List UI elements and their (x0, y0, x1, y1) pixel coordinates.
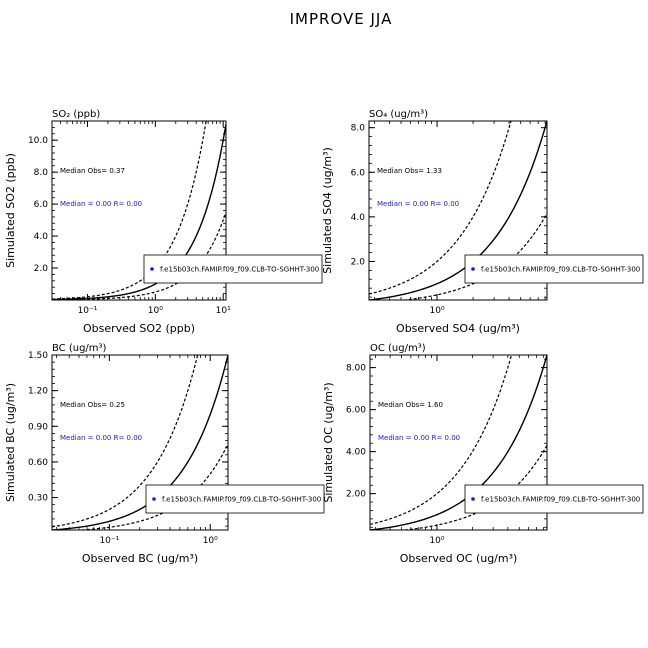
y-tick-label: 0.60 (28, 458, 48, 468)
one-to-one-line (52, 355, 228, 530)
median-obs-text: Median Obs= 1.33 (377, 167, 442, 175)
legend-marker (150, 267, 154, 271)
y-tick-label: 4.0 (34, 232, 49, 242)
y-tick-label: 6.00 (346, 406, 366, 416)
y-tick-label: 4.00 (346, 448, 366, 458)
legend: f.e15b03ch.FAMIP.f09_f09.CLB-TO-SGHHT-30… (143, 254, 323, 284)
y-tick-label: 2.0 (34, 264, 49, 274)
factor-2-line (369, 121, 512, 295)
legend-label: f.e15b03ch.FAMIP.f09_f09.CLB-TO-SGHHT-30… (162, 496, 321, 504)
y-tick-label: 1.50 (28, 351, 48, 361)
legend-box (464, 484, 644, 514)
one-to-one-line (370, 355, 547, 530)
panel-title: SO₄ (ug/m³) (369, 109, 428, 120)
x-axis-label: Observed SO2 (ppb) (83, 322, 195, 335)
panel-title: SO₂ (ppb) (52, 109, 100, 120)
panel-3: 10⁻¹ 10⁰ 0.30 0.60 0.90 1.20 1.50 BC (ug/m³) Obs… (4, 343, 325, 565)
legend-marker (152, 497, 156, 501)
x-axis-label: Observed OC (ug/m³) (400, 552, 518, 565)
median-obs-text: Median Obs= 1.60 (378, 401, 443, 409)
x-tick-label: 10⁻¹ (78, 306, 98, 316)
y-tick-label: 2.0 (351, 257, 366, 267)
factor-0.5-line (399, 213, 547, 300)
y-tick-label: 0.90 (28, 422, 48, 432)
reference-lines (370, 355, 547, 530)
x-axis-label: Observed SO4 (ug/m³) (396, 322, 520, 335)
y-axis-label: Simulated OC (ug/m³) (322, 382, 335, 502)
legend-marker (471, 267, 475, 271)
legend: f.e15b03ch.FAMIP.f09_f09.CLB-TO-SGHHT-30… (464, 484, 644, 514)
panel-1: 10⁻¹ 10⁰ 10¹ 2.0 4.0 6.0 8.0 10.0 SO₂ (ppb) Obser… (4, 109, 323, 335)
y-tick-label: 2.00 (346, 490, 366, 500)
legend-box (143, 254, 323, 284)
y-axis-label: Simulated BC (ug/m³) (4, 383, 17, 502)
y-tick-label: 8.00 (346, 364, 366, 374)
reference-lines (369, 121, 547, 300)
legend-box (145, 484, 325, 514)
legend: f.e15b03ch.FAMIP.f09_f09.CLB-TO-SGHHT-30… (145, 484, 325, 514)
median-sim-text: Median = 0.00 R= 0.00 (377, 200, 459, 208)
y-tick-label: 8.0 (351, 124, 366, 134)
median-obs-text: Median Obs= 0.25 (60, 401, 125, 409)
factor-2-line (370, 355, 513, 525)
factor-2-line (52, 121, 207, 300)
x-tick-label: 10⁰ (429, 536, 444, 546)
y-tick-label: 6.0 (351, 168, 366, 178)
legend-label: f.e15b03ch.FAMIP.f09_f09.CLB-TO-SGHHT-30… (481, 496, 640, 504)
x-tick-label: 10⁰ (148, 306, 163, 316)
median-sim-text: Median = 0.00 R= 0.00 (60, 200, 142, 208)
plot-frame (368, 120, 548, 301)
y-tick-label: 4.0 (351, 213, 366, 223)
legend: f.e15b03ch.FAMIP.f09_f09.CLB-TO-SGHHT-30… (464, 254, 644, 284)
median-sim-text: Median = 0.00 R= 0.00 (60, 434, 142, 442)
panels: 10⁻¹ 10⁰ 10¹ 2.0 4.0 6.0 8.0 10.0 SO₂ (ppb) Obser… (4, 109, 644, 565)
x-tick-label: 10⁻¹ (99, 536, 119, 546)
y-tick-label: 8.0 (34, 168, 49, 178)
figure-title: IMPROVE JJA (290, 10, 393, 28)
legend-marker (471, 497, 475, 501)
median-obs-text: Median Obs= 0.37 (60, 167, 125, 175)
legend-label: f.e15b03ch.FAMIP.f09_f09.CLB-TO-SGHHT-30… (481, 266, 640, 274)
legend-box (464, 254, 644, 284)
y-tick-label: 0.30 (28, 494, 48, 504)
y-axis-label: Simulated SO2 (ppb) (4, 153, 17, 268)
x-axis-label: Observed BC (ug/m³) (82, 552, 198, 565)
legend-label: f.e15b03ch.FAMIP.f09_f09.CLB-TO-SGHHT-30… (160, 266, 319, 274)
y-tick-label: 1.20 (28, 387, 48, 397)
y-tick-label: 6.0 (34, 200, 49, 210)
x-tick-label: 10⁰ (203, 536, 218, 546)
y-tick-label: 10.0 (28, 136, 48, 146)
panel-4: 10⁰ 2.00 4.00 6.00 8.00 OC (ug/m³) Observed OC… (322, 343, 644, 565)
one-to-one-line (369, 121, 547, 300)
panel-title: BC (ug/m³) (52, 343, 107, 354)
factor-0.5-line (52, 211, 226, 300)
panel-title: OC (ug/m³) (370, 343, 426, 354)
x-tick-label: 10¹ (216, 306, 231, 316)
x-tick-label: 10⁰ (430, 306, 445, 316)
reference-lines (52, 355, 228, 530)
median-sim-text: Median = 0.00 R= 0.00 (378, 434, 460, 442)
y-axis-label: Simulated SO4 (ug/m³) (321, 147, 334, 274)
plot-frame (369, 354, 548, 531)
